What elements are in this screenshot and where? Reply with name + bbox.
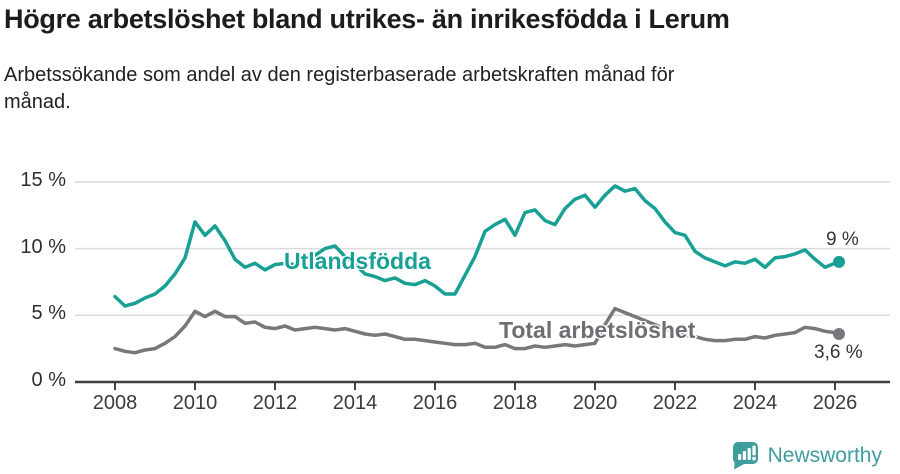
y-tick-label-0: 0 % [31, 369, 66, 391]
series-label-utlandsfodda: Utlandsfödda [284, 248, 431, 274]
x-tick-label-2022: 2022 [652, 392, 698, 414]
end-value-total-arbetsloshet: 3,6 % [814, 342, 863, 363]
newsworthy-logo[interactable]: Newsworthy [732, 441, 882, 470]
x-tick-label-2026: 2026 [812, 392, 858, 414]
x-tick-label-2012: 2012 [252, 392, 298, 414]
end-value-utlandsfodda: 9 % [826, 229, 859, 250]
y-tick-label-15: 15 % [20, 168, 66, 191]
series-line-utlandsfodda [113, 184, 841, 308]
x-tick-label-2020: 2020 [572, 392, 618, 414]
newsworthy-bar-chart-bubble-icon [732, 442, 758, 470]
newsworthy-wordmark: Newsworthy [767, 443, 882, 467]
series-line-total [113, 306, 841, 355]
series-end-dot-utlandsfodda [833, 255, 845, 268]
x-tick-label-2016: 2016 [412, 392, 458, 414]
series-end-dot-total [833, 328, 845, 340]
x-tick-label-2014: 2014 [332, 392, 378, 414]
x-tick-label-2008: 2008 [92, 392, 138, 414]
chart-subtitle: Arbetssökande som andel av den registerb… [4, 64, 675, 113]
x-tick-label-2010: 2010 [172, 392, 218, 414]
y-tick-label-5: 5 % [31, 302, 66, 325]
series-label-total-arbetsloshet: Total arbetslöshet [499, 317, 696, 343]
y-tick-label-10: 10 % [20, 235, 66, 258]
x-tick-label-2024: 2024 [732, 392, 778, 414]
page-title: Högre arbetslöshet bland utrikes- än inr… [4, 4, 730, 34]
x-tick-label-2018: 2018 [492, 392, 538, 414]
